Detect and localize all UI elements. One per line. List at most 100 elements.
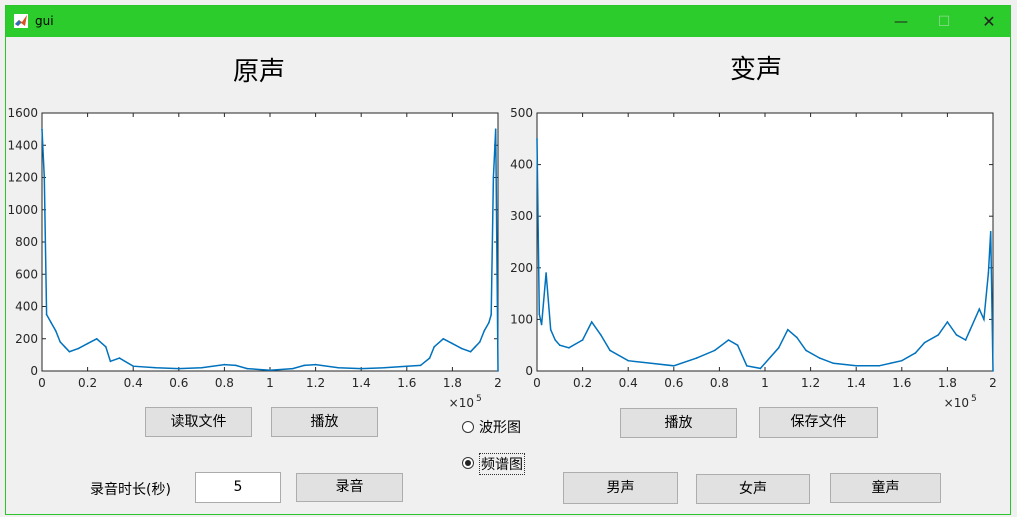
data-point [745, 365, 748, 367]
data-point [901, 359, 903, 362]
data-point [292, 367, 294, 370]
y-tick-label: 100 [510, 312, 533, 326]
data-point [64, 346, 66, 348]
series-line [41, 129, 499, 372]
x-tick-label: 0.8 [710, 376, 729, 390]
title-bar[interactable]: gui — ☐ ✕ [6, 6, 1010, 37]
y-tick-label: 200 [510, 261, 533, 275]
x-tick-label: 0.2 [78, 376, 97, 390]
data-point [50, 321, 52, 324]
x-tick-label: 0.2 [573, 376, 592, 390]
maximize-button[interactable]: ☐ [937, 14, 951, 30]
series-line [536, 138, 994, 372]
y-tick-label: 1200 [7, 171, 38, 185]
data-point [545, 272, 547, 274]
x-tick-label: 1.2 [801, 376, 820, 390]
waveform-radio-icon[interactable] [462, 421, 474, 433]
record-duration-input[interactable]: 5 [195, 472, 281, 503]
y-tick-label: 0 [525, 364, 533, 378]
data-point [568, 346, 570, 349]
data-point [488, 321, 490, 324]
data-point [736, 344, 739, 346]
modified-spectrum-chart: 0 0.2 0.4 0.6 0.8 1 1.2 1.4 1.6 1.8 2 0 100 200 300 400… [510, 106, 997, 410]
y-tick-label: 800 [15, 235, 38, 249]
x-tick-label: 2 [494, 376, 502, 390]
data-point [132, 365, 134, 367]
data-point [937, 334, 940, 336]
matlab-logo-icon [14, 14, 28, 28]
data-point [818, 357, 821, 359]
data-point [494, 128, 497, 130]
data-point [759, 367, 762, 370]
data-point [914, 352, 917, 354]
data-point [178, 367, 180, 370]
x-tick-label: 1.6 [892, 376, 911, 390]
data-point [796, 336, 798, 339]
play-original-button[interactable]: 播放 [271, 407, 378, 437]
x-multiplier-label: ×10 [449, 396, 474, 410]
data-point [549, 328, 552, 331]
read-file-button[interactable]: 读取文件 [145, 407, 252, 437]
x-tick-label: 0.8 [215, 376, 234, 390]
x-tick-label: 0.4 [619, 376, 638, 390]
data-point [590, 321, 593, 323]
data-point [41, 128, 43, 130]
x-tick-label: 0 [38, 376, 46, 390]
data-point [538, 313, 541, 316]
record-button[interactable]: 录音 [296, 473, 403, 502]
data-point [45, 313, 48, 316]
data-point [554, 339, 557, 341]
play-modified-button[interactable]: 播放 [620, 408, 737, 438]
data-point [536, 138, 538, 140]
data-point [581, 339, 584, 341]
y-tick-label: 300 [510, 209, 533, 223]
save-file-button[interactable]: 保存文件 [759, 407, 878, 438]
female-voice-button[interactable]: 女声 [696, 474, 810, 504]
data-point [490, 313, 492, 316]
data-point [559, 344, 561, 346]
close-button[interactable]: ✕ [982, 12, 996, 31]
x-tick-label: 1.6 [397, 376, 416, 390]
y-tick-label: 400 [510, 158, 533, 172]
data-point [419, 364, 422, 367]
child-voice-button[interactable]: 童声 [830, 473, 941, 503]
data-point [695, 357, 698, 359]
spectrum-radio-icon[interactable] [462, 457, 474, 469]
data-point [469, 350, 472, 353]
x-tick-label: 1 [761, 376, 769, 390]
data-point [855, 365, 857, 367]
data-point [540, 323, 543, 326]
data-point [460, 347, 463, 350]
y-tick-label: 500 [510, 106, 533, 120]
x-exponent-label: 5 [971, 394, 977, 404]
y-tick-label: 600 [15, 267, 38, 281]
data-point [314, 363, 317, 366]
data-point [992, 370, 994, 372]
app-window: gui — ☐ ✕ 原声 变声 0 0.2 0.4 0.6 0.8 1 1.2 1.4 1.6 1… [5, 5, 1011, 515]
data-point [442, 337, 445, 340]
data-point [360, 367, 363, 370]
data-point [68, 350, 71, 353]
data-point [497, 370, 499, 372]
y-tick-label: 0 [30, 364, 38, 378]
data-point [43, 176, 46, 179]
data-point [269, 369, 271, 371]
data-point [246, 367, 248, 370]
data-point [235, 364, 237, 367]
original-heading: 原声 [233, 57, 286, 87]
minimize-button[interactable]: — [894, 14, 908, 30]
data-point [787, 328, 789, 331]
x-multiplier-label: ×10 [944, 396, 969, 410]
data-point [492, 176, 495, 179]
y-tick-label: 400 [15, 300, 38, 314]
data-point [406, 365, 408, 367]
data-point [118, 357, 121, 359]
data-point [95, 337, 98, 340]
data-point [105, 346, 107, 348]
male-voice-button[interactable]: 男声 [563, 472, 678, 504]
y-tick-label: 1000 [7, 203, 38, 217]
y-tick-label: 1400 [7, 138, 38, 152]
x-tick-label: 1.4 [352, 376, 371, 390]
waveform-label: 波形图 [479, 420, 521, 436]
data-point [989, 230, 992, 233]
